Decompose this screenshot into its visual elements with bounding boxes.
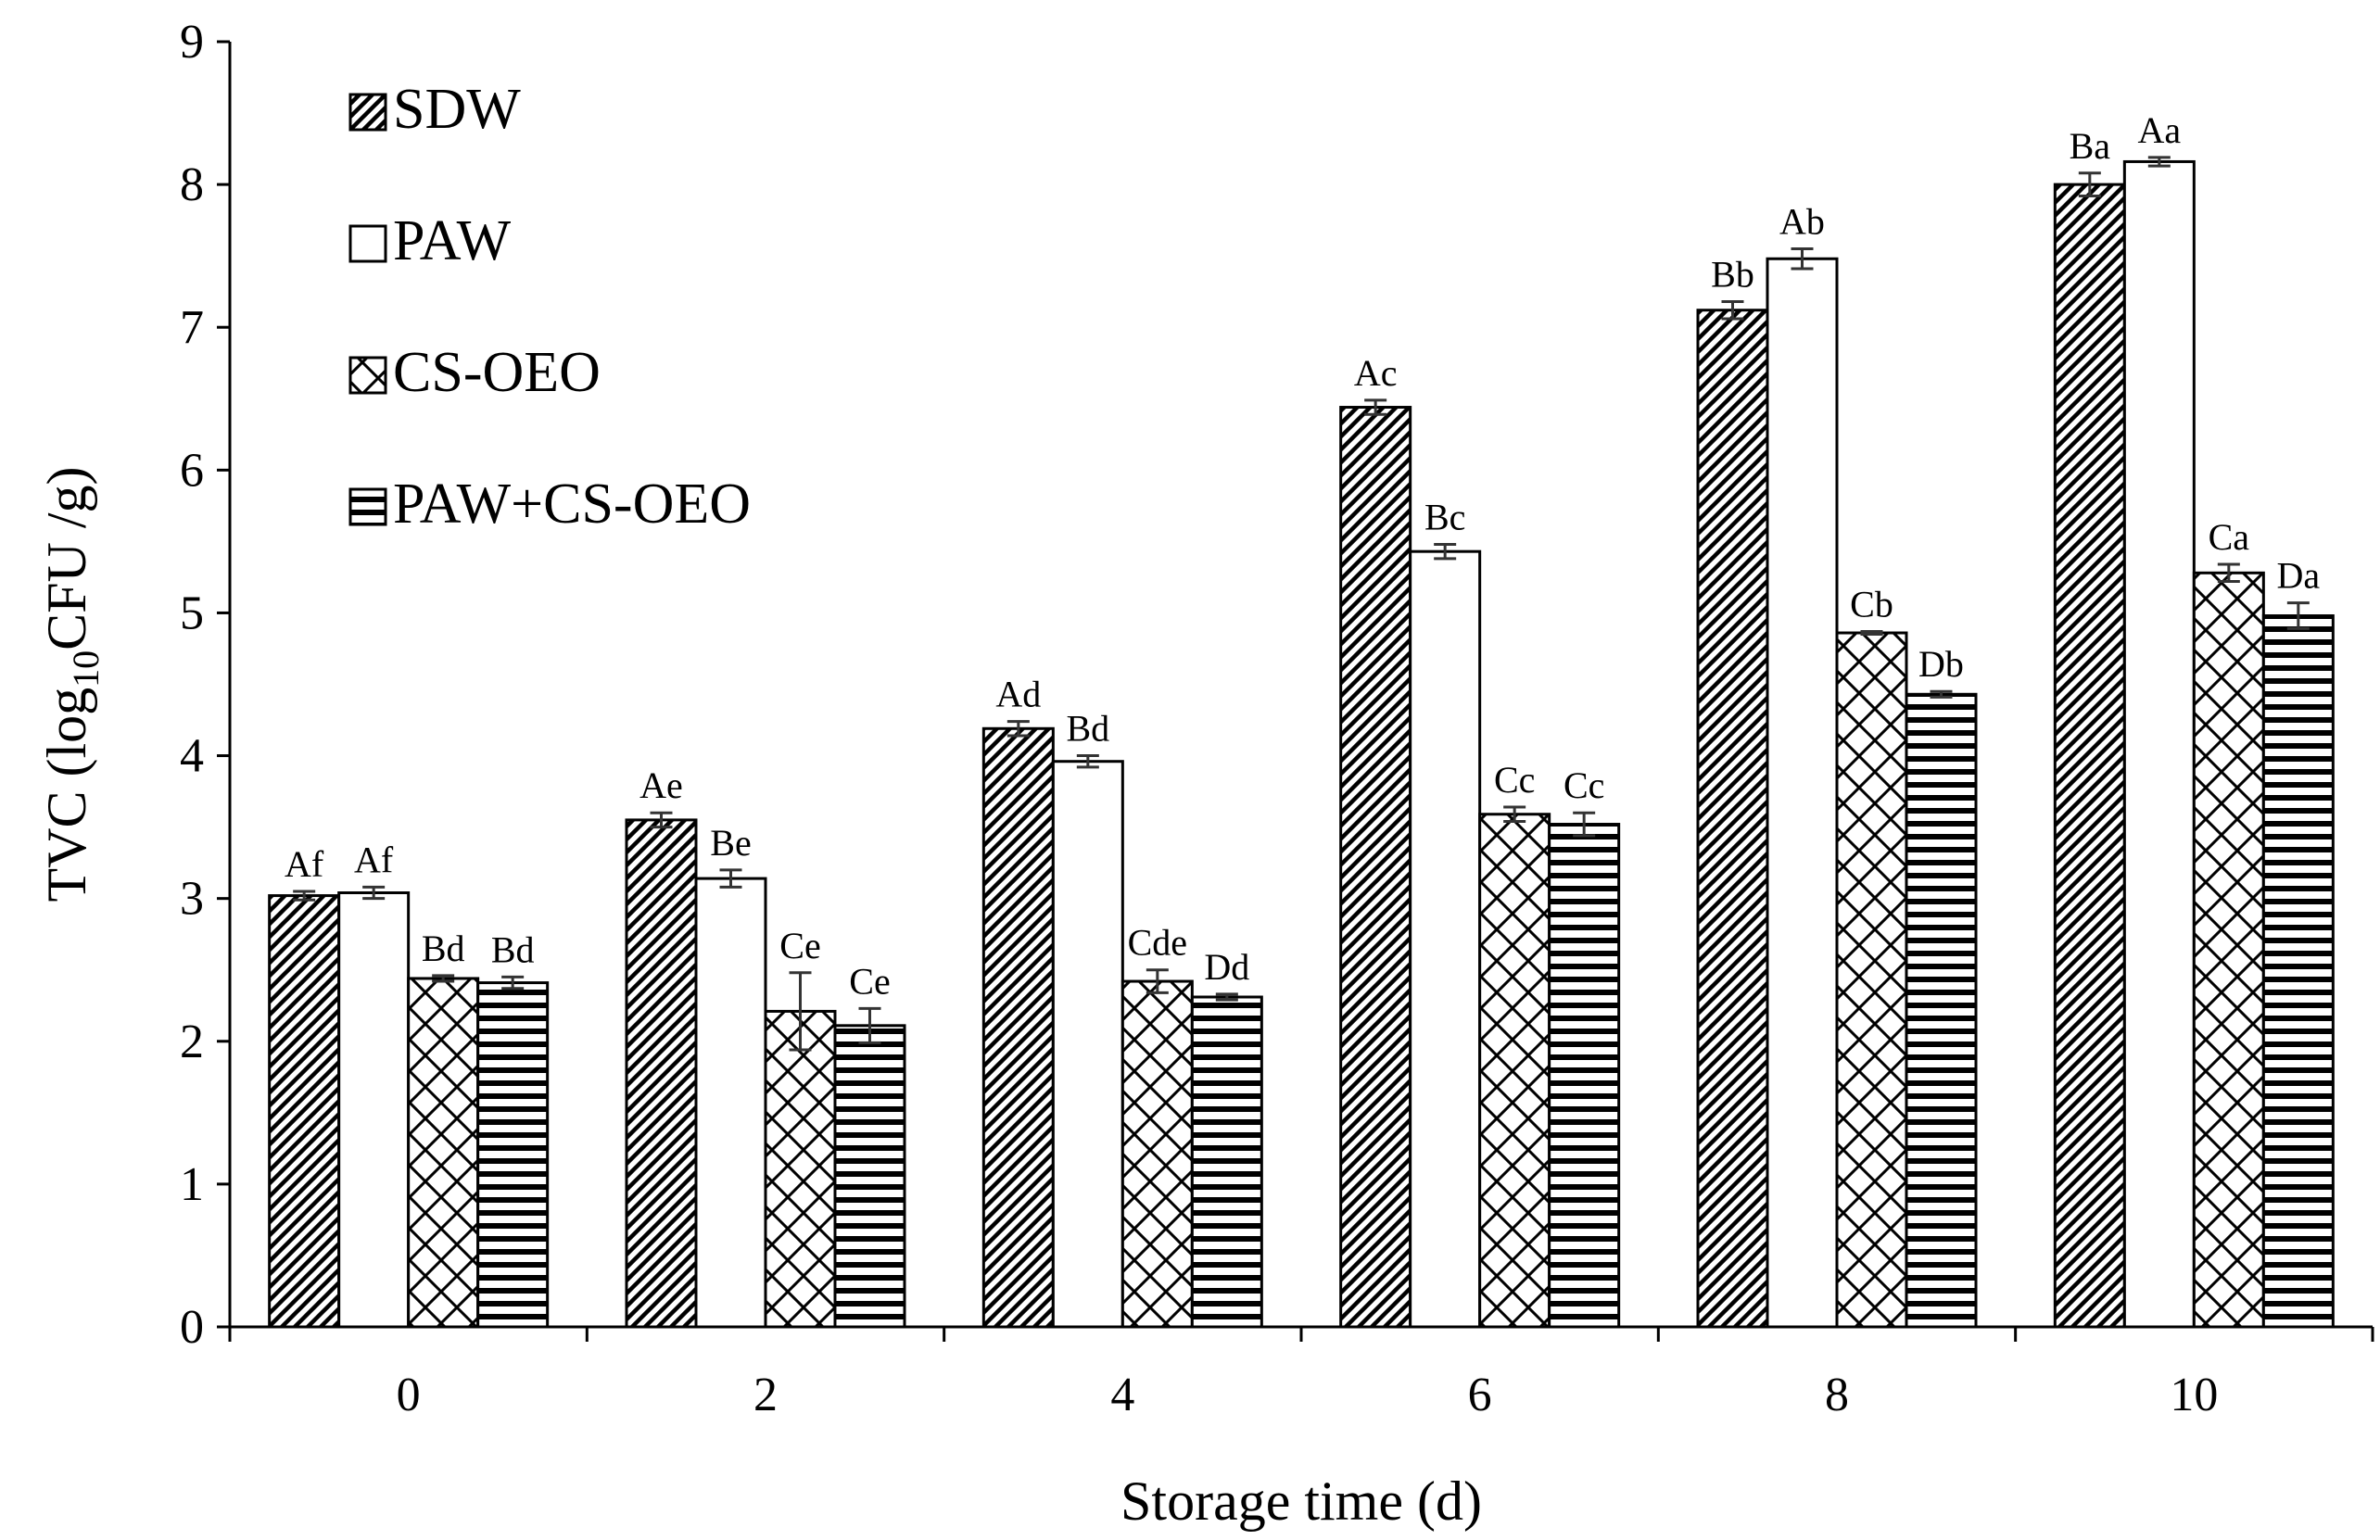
legend-label: CS-OEO <box>393 341 601 404</box>
bar-paw-cs-oeo-day-4 <box>1190 995 1263 1329</box>
x-axis-title: Storage time (d) <box>1120 1471 1482 1532</box>
y-tick-label: 5 <box>180 587 204 639</box>
legend-swatch <box>348 93 387 132</box>
data-label: Ca <box>2209 516 2250 558</box>
data-label: Bd <box>422 928 465 969</box>
y-axis-title: TVC (log10CFU /g) <box>36 466 107 902</box>
y-axis-title-subscript: 10 <box>65 650 107 688</box>
bar-sdw-day-4 <box>981 726 1055 1329</box>
data-label: Ae <box>639 764 683 806</box>
x-tick-label: 6 <box>1468 1369 1492 1421</box>
data-label: Ab <box>1779 200 1825 242</box>
y-tick-label: 1 <box>180 1158 204 1211</box>
data-label: Ac <box>1354 352 1398 394</box>
y-tick-label: 2 <box>180 1016 204 1068</box>
bar-paw-day-2 <box>694 877 767 1329</box>
y-axis-title-prefix: TVC (log <box>36 688 97 903</box>
bar-cs-oeo-day-2 <box>764 1009 837 1329</box>
bar-paw-cs-oeo-day-6 <box>1548 823 1621 1329</box>
data-label: Bd <box>1066 708 1109 750</box>
bar-cs-oeo-day-10 <box>2192 571 2265 1329</box>
bar-sdw-day-2 <box>625 818 698 1329</box>
data-label: Be <box>710 822 751 864</box>
legend-label: PAW <box>393 209 512 272</box>
data-label: Ba <box>2070 125 2111 167</box>
legend-label: SDW <box>393 78 521 141</box>
bar-paw-day-10 <box>2122 159 2196 1329</box>
x-tick-label: 4 <box>1110 1369 1134 1421</box>
bar-sdw-day-10 <box>2053 183 2126 1329</box>
y-tick-label: 3 <box>180 873 204 926</box>
x-tick-label: 8 <box>1825 1369 1849 1421</box>
x-tick-label: 10 <box>2170 1369 2218 1421</box>
legend-label: PAW+CS-OEO <box>393 473 751 536</box>
y-tick-label: 0 <box>180 1301 204 1354</box>
y-tick-label: 4 <box>180 730 204 783</box>
data-label: Ce <box>779 925 820 966</box>
data-label: Af <box>354 839 394 880</box>
bar-cs-oeo-day-4 <box>1120 979 1194 1329</box>
data-label: Db <box>1918 643 1964 685</box>
data-label: Af <box>285 843 324 885</box>
y-tick-label: 7 <box>180 301 204 354</box>
bar-paw-cs-oeo-day-8 <box>1905 692 1978 1329</box>
data-label: Da <box>2277 555 2321 597</box>
data-label: Cde <box>1128 922 1187 964</box>
bar-paw-day-4 <box>1051 760 1124 1329</box>
bar-sdw-day-0 <box>268 894 341 1329</box>
data-label: Bd <box>491 928 535 970</box>
data-label: Dd <box>1204 946 1249 988</box>
x-tick-label: 0 <box>397 1369 421 1421</box>
data-label: Bc <box>1424 496 1465 537</box>
bar-paw-cs-oeo-day-0 <box>476 981 550 1329</box>
bar-paw-cs-oeo-day-2 <box>833 1024 906 1329</box>
bar-cs-oeo-day-8 <box>1835 631 1908 1329</box>
bar-sdw-day-8 <box>1696 309 1769 1329</box>
bar-paw-day-8 <box>1766 257 1839 1329</box>
bar-paw-cs-oeo-day-10 <box>2261 614 2335 1329</box>
legend-swatch <box>348 224 387 263</box>
x-tick-label: 2 <box>753 1369 778 1421</box>
data-label: Aa <box>2138 109 2182 151</box>
data-label: Ce <box>849 960 890 1002</box>
data-label: Cc <box>1563 764 1604 806</box>
legend-swatch <box>348 487 387 526</box>
bar-cs-oeo-day-0 <box>407 977 480 1329</box>
y-tick-label: 9 <box>180 16 204 69</box>
data-label: Cc <box>1494 759 1535 801</box>
y-tick-label: 8 <box>180 158 204 211</box>
y-tick-label: 6 <box>180 444 204 497</box>
bar-sdw-day-6 <box>1339 406 1412 1329</box>
bar-paw-day-0 <box>337 891 411 1329</box>
legend-swatch <box>348 356 387 395</box>
data-label: Bb <box>1711 253 1754 295</box>
bar-paw-day-6 <box>1409 549 1482 1329</box>
data-label: Cb <box>1850 583 1893 625</box>
y-axis-title-suffix: CFU /g) <box>36 466 97 650</box>
data-label: Ad <box>995 674 1041 715</box>
bar-cs-oeo-day-6 <box>1478 813 1551 1329</box>
